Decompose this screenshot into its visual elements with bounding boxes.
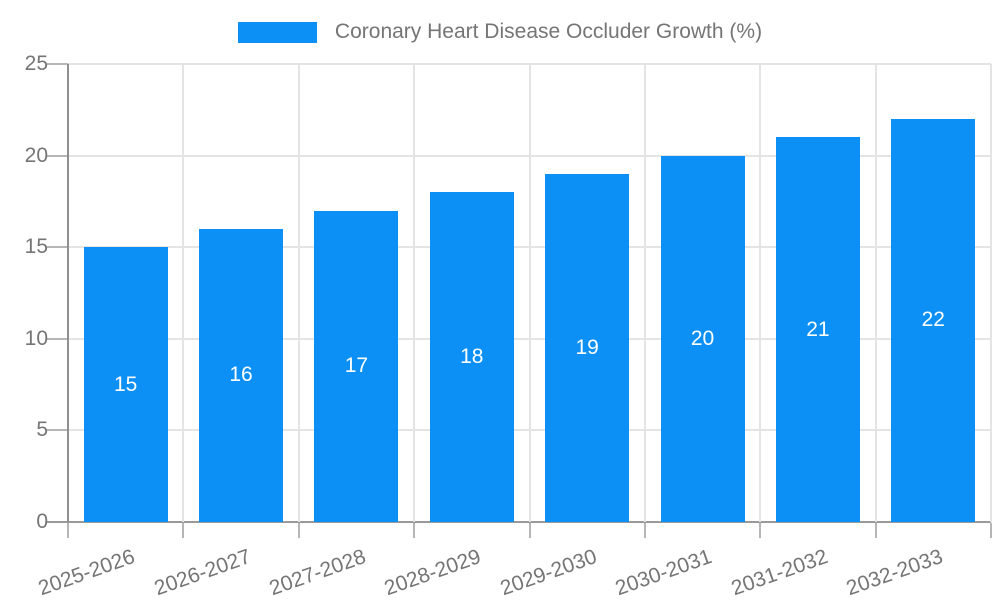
x-tick — [413, 523, 416, 538]
v-gridline — [297, 64, 300, 522]
x-axis-category-label: 2029-2030 — [497, 545, 600, 600]
bar-value-label: 19 — [575, 335, 599, 359]
y-axis-tick-label: 20 — [24, 143, 48, 167]
x-tick — [874, 523, 877, 538]
v-gridline — [643, 64, 646, 522]
x-axis-category-label: 2031-2032 — [727, 545, 831, 600]
bar — [429, 192, 514, 522]
y-axis-tick-label: 15 — [24, 235, 48, 259]
v-gridline — [874, 64, 877, 522]
bar — [660, 155, 745, 522]
y-axis-line — [67, 64, 69, 522]
y-axis-tick-label: 10 — [24, 326, 48, 350]
x-tick — [759, 523, 762, 538]
legend-swatch — [237, 21, 317, 43]
x-tick — [67, 523, 69, 538]
y-tick — [47, 429, 68, 432]
x-tick — [297, 523, 300, 538]
y-tick — [47, 337, 68, 340]
x-tick — [643, 523, 646, 538]
bar-value-label: 15 — [114, 372, 138, 396]
v-gridline — [528, 64, 531, 522]
bar-value-label: 16 — [229, 363, 253, 387]
v-gridline — [413, 64, 416, 522]
x-axis-category-label: 2027-2028 — [266, 545, 369, 600]
y-axis-tick-label: 5 — [36, 418, 48, 442]
bar — [199, 228, 284, 522]
x-axis-category-label: 2032-2033 — [843, 545, 946, 600]
bar — [891, 118, 976, 522]
x-axis-category-label: 2026-2027 — [151, 545, 254, 600]
bar-value-label: 21 — [806, 317, 830, 341]
y-axis-tick-label: 25 — [24, 52, 48, 75]
y-tick — [47, 63, 68, 65]
y-tick — [47, 154, 68, 157]
bar-value-label: 17 — [344, 354, 369, 378]
bar-value-label: 18 — [460, 345, 484, 369]
v-gridline — [990, 64, 992, 522]
v-gridline — [759, 64, 762, 522]
y-tick — [47, 246, 68, 249]
bar-value-label: 20 — [690, 326, 715, 350]
x-tick — [990, 523, 992, 538]
x-axis-line — [47, 521, 991, 523]
bar — [775, 137, 860, 522]
x-axis-category-label: 2025-2026 — [35, 545, 139, 600]
y-axis-tick-label: 0 — [36, 510, 48, 533]
x-tick — [182, 523, 185, 538]
v-gridline — [182, 64, 185, 522]
bar-value-label: 22 — [921, 308, 945, 332]
x-axis-category-label: 2028-2029 — [381, 545, 485, 600]
x-axis-category-label: 2030-2031 — [612, 545, 715, 600]
bar — [314, 210, 399, 522]
legend-label: Coronary Heart Disease Occluder Growth (… — [334, 20, 763, 43]
bar — [545, 173, 630, 522]
x-tick — [528, 523, 531, 538]
legend: Coronary Heart Disease Occluder Growth (… — [0, 20, 1000, 44]
bar — [83, 247, 168, 522]
